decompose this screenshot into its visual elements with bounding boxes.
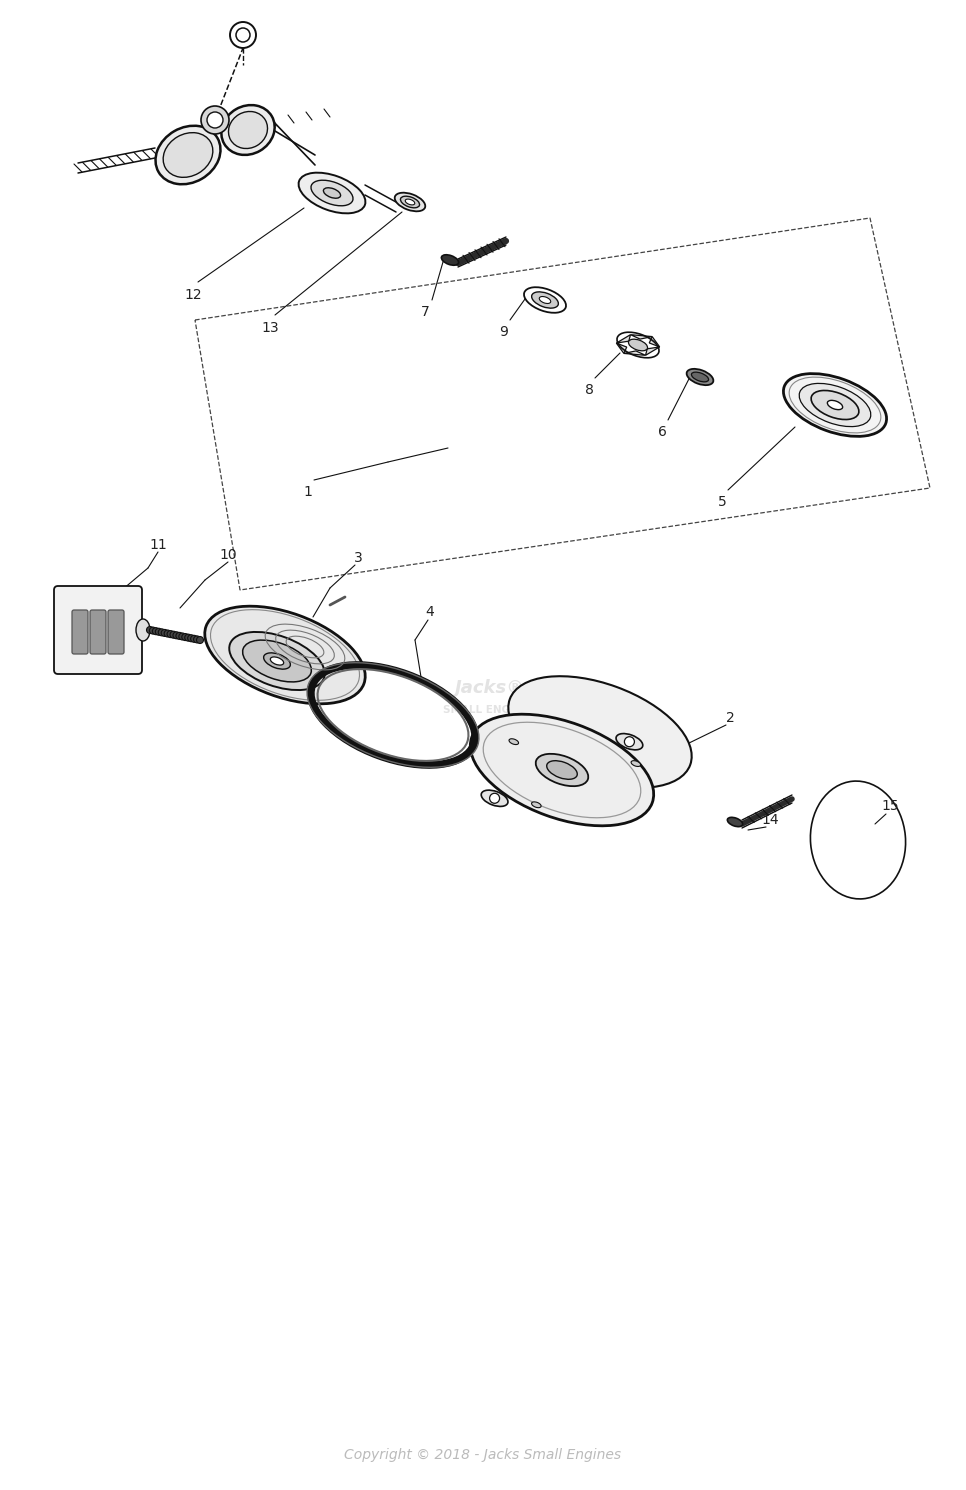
Ellipse shape	[631, 761, 640, 766]
Circle shape	[187, 635, 195, 642]
Circle shape	[156, 629, 162, 635]
Ellipse shape	[401, 197, 419, 207]
Text: 1: 1	[303, 486, 312, 499]
Ellipse shape	[441, 255, 459, 265]
Circle shape	[230, 22, 256, 48]
Circle shape	[193, 636, 201, 642]
Ellipse shape	[799, 383, 870, 426]
Text: 12: 12	[185, 288, 202, 302]
Circle shape	[201, 106, 229, 134]
Ellipse shape	[783, 374, 887, 437]
Circle shape	[161, 629, 168, 636]
Ellipse shape	[811, 390, 859, 420]
Ellipse shape	[531, 802, 541, 808]
Text: 7: 7	[420, 305, 429, 319]
Ellipse shape	[539, 297, 551, 304]
Ellipse shape	[229, 112, 268, 149]
Polygon shape	[616, 335, 631, 343]
Ellipse shape	[221, 106, 274, 155]
Text: 5: 5	[718, 495, 726, 510]
Circle shape	[150, 627, 156, 635]
Ellipse shape	[629, 340, 647, 350]
Ellipse shape	[692, 372, 709, 381]
Circle shape	[173, 632, 180, 639]
Text: 11: 11	[149, 538, 167, 551]
Ellipse shape	[509, 739, 519, 745]
Ellipse shape	[136, 618, 150, 641]
Circle shape	[196, 636, 204, 644]
Text: 9: 9	[499, 325, 508, 340]
Text: 13: 13	[261, 320, 279, 335]
Ellipse shape	[524, 288, 566, 313]
Circle shape	[182, 633, 188, 641]
Circle shape	[190, 635, 198, 642]
Ellipse shape	[827, 401, 842, 410]
Polygon shape	[645, 347, 660, 355]
Ellipse shape	[163, 133, 213, 177]
FancyBboxPatch shape	[90, 609, 106, 654]
Circle shape	[185, 635, 191, 641]
Text: 15: 15	[881, 799, 898, 814]
Ellipse shape	[205, 606, 365, 703]
Polygon shape	[631, 335, 652, 340]
Polygon shape	[649, 337, 660, 347]
Ellipse shape	[395, 192, 425, 212]
Circle shape	[176, 632, 183, 639]
Text: 8: 8	[584, 383, 593, 396]
Text: 2: 2	[725, 711, 734, 726]
Ellipse shape	[547, 761, 578, 779]
Ellipse shape	[508, 676, 692, 788]
FancyBboxPatch shape	[72, 609, 88, 654]
Text: 4: 4	[426, 605, 435, 618]
Ellipse shape	[727, 818, 743, 827]
Ellipse shape	[229, 632, 325, 690]
Text: 6: 6	[658, 425, 667, 440]
Text: 14: 14	[761, 814, 779, 827]
Ellipse shape	[405, 200, 414, 206]
Ellipse shape	[264, 653, 291, 669]
Ellipse shape	[616, 733, 642, 749]
Ellipse shape	[531, 292, 558, 308]
Circle shape	[490, 793, 499, 803]
Ellipse shape	[298, 173, 365, 213]
Ellipse shape	[311, 180, 353, 206]
Text: 3: 3	[354, 551, 362, 565]
Text: Jacks®: Jacks®	[455, 679, 526, 697]
Ellipse shape	[242, 641, 311, 682]
FancyBboxPatch shape	[108, 609, 124, 654]
Circle shape	[147, 626, 154, 633]
Text: SMALL ENGINES: SMALL ENGINES	[442, 705, 537, 715]
Ellipse shape	[481, 790, 508, 806]
Polygon shape	[624, 352, 645, 355]
Circle shape	[153, 627, 159, 635]
FancyBboxPatch shape	[54, 586, 142, 673]
Ellipse shape	[470, 714, 654, 825]
Ellipse shape	[156, 125, 220, 185]
Circle shape	[179, 633, 185, 641]
Ellipse shape	[270, 657, 284, 665]
Circle shape	[164, 630, 171, 638]
Ellipse shape	[687, 370, 713, 384]
Ellipse shape	[536, 754, 588, 787]
Circle shape	[158, 629, 165, 636]
Ellipse shape	[324, 188, 341, 198]
Circle shape	[167, 630, 174, 638]
Polygon shape	[616, 343, 627, 353]
Text: 10: 10	[219, 548, 237, 562]
Circle shape	[624, 736, 635, 746]
Circle shape	[207, 112, 223, 128]
Text: Copyright © 2018 - Jacks Small Engines: Copyright © 2018 - Jacks Small Engines	[345, 1448, 621, 1462]
Circle shape	[170, 632, 177, 638]
